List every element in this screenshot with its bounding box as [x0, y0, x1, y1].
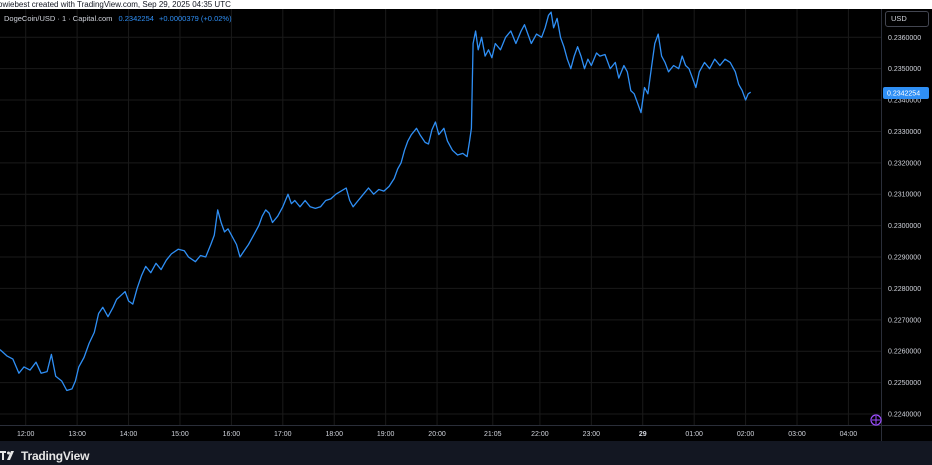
chart-area[interactable]: 0.2240000 0.2250000 0.2260000 0.2270000 0.22… — [0, 9, 932, 441]
y-tick-label: 0.2310000 — [888, 192, 921, 199]
x-tick-label: 29 — [639, 431, 647, 438]
x-tick-label: 01:00 — [685, 431, 703, 438]
legend-change: +0.0000379 (+0.02%) — [159, 14, 232, 23]
x-tick-label: 21:05 — [484, 431, 502, 438]
tradingview-wordmark: TradingView — [21, 449, 90, 463]
x-tick-label: 02:00 — [737, 431, 755, 438]
attribution-bar: owiebest created with TradingView.com, S… — [0, 0, 932, 9]
y-tick-label: 0.2270000 — [888, 317, 921, 324]
price-series-line — [0, 11, 752, 392]
x-tick-label: 16:00 — [223, 431, 241, 438]
y-tick-label: 0.2260000 — [888, 349, 921, 356]
y-tick-label: 0.2350000 — [888, 66, 921, 73]
y-tick-label: 0.2290000 — [888, 255, 921, 262]
x-tick-label: 17:00 — [274, 431, 292, 438]
footer-bar — [0, 441, 932, 465]
y-tick-label: 0.2320000 — [888, 160, 921, 167]
last-price-tag — [883, 86, 929, 99]
y-tick-label: 0.2280000 — [888, 286, 921, 293]
y-tick-label: 0.2360000 — [888, 35, 921, 42]
attribution-text: owiebest created with TradingView.com, S… — [0, 0, 231, 9]
event-marker-icon — [870, 414, 882, 426]
tradingview-logo: TradingView — [0, 449, 89, 463]
x-tick-label: 14:00 — [120, 431, 138, 438]
x-tick-label: 18:00 — [325, 431, 343, 438]
legend-price: 0.2342254 — [118, 14, 154, 23]
y-tick-label: 0.2340000 — [888, 98, 921, 105]
x-tick-label: 04:00 — [840, 431, 858, 438]
currency-button[interactable]: USD — [885, 11, 929, 27]
x-tick-label: 20:00 — [428, 431, 446, 438]
x-tick-label: 13:00 — [68, 431, 86, 438]
y-tick-label: 0.2300000 — [888, 223, 921, 230]
x-tick-label: 19:00 — [377, 431, 395, 438]
x-tick-label: 22:00 — [531, 431, 549, 438]
price-chart[interactable]: 0.2240000 0.2250000 0.2260000 0.2270000 0.22… — [0, 9, 932, 441]
x-tick-label: 03:00 — [788, 431, 806, 438]
legend-symbol: DogeCoin/USD · 1 · Capital.com — [4, 14, 113, 23]
last-price-label: 0.2342254 — [887, 90, 920, 97]
x-tick-label: 23:00 — [583, 431, 601, 438]
x-tick-label: 15:00 — [171, 431, 189, 438]
chart-legend: DogeCoin/USD · 1 · Capital.com 0.2342254… — [4, 14, 232, 23]
tradingview-mark-icon — [0, 451, 14, 460]
x-tick-label: 12:00 — [17, 431, 35, 438]
y-tick-label: 0.2250000 — [888, 380, 921, 387]
y-tick-label: 0.2330000 — [888, 129, 921, 136]
y-tick-label: 0.2240000 — [888, 412, 921, 419]
